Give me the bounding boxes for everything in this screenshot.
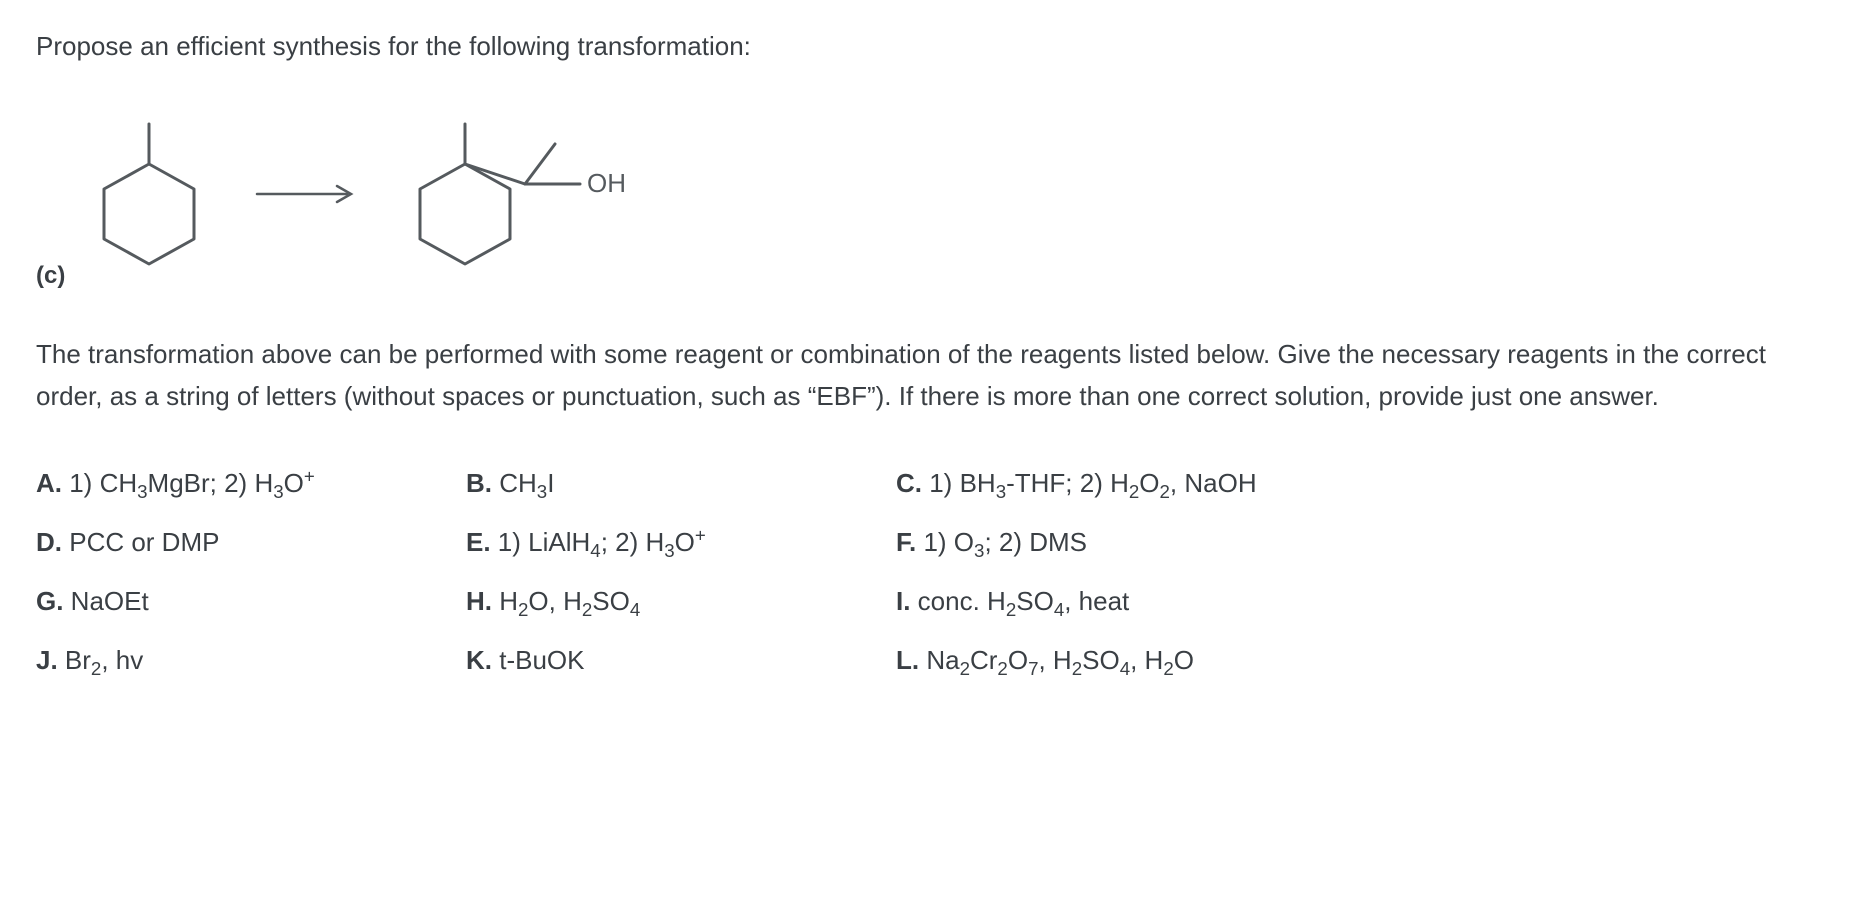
option-j: J. Br2, hv <box>36 645 456 676</box>
option-d: D. PCC or DMP <box>36 527 456 558</box>
option-b: B. CH3I <box>466 468 886 499</box>
option-i: I. conc. H2SO4, heat <box>896 586 1416 617</box>
instructions-text: The transformation above can be performe… <box>36 334 1824 417</box>
question-prompt: Propose an efficient synthesis for the f… <box>36 28 1824 64</box>
option-c: C. 1) BH3-THF; 2) H2O2, NaOH <box>896 468 1416 499</box>
reagent-options-grid: A. 1) CH3MgBr; 2) H3O+ B. CH3I C. 1) BH3… <box>36 468 1824 676</box>
part-label: (c) <box>36 262 65 290</box>
option-k: K. t-BuOK <box>466 645 886 676</box>
option-h: H. H2O, H2SO4 <box>466 586 886 617</box>
option-f: F. 1) O3; 2) DMS <box>896 527 1416 558</box>
reaction-diagram: (c) <box>36 94 1824 294</box>
question-page: Propose an efficient synthesis for the f… <box>0 0 1860 704</box>
option-e: E. 1) LiAlH4; 2) H3O+ <box>466 527 886 558</box>
oh-label: OH <box>587 168 626 198</box>
option-a: A. 1) CH3MgBr; 2) H3O+ <box>36 468 456 499</box>
option-g: G. NaOEt <box>36 586 456 617</box>
option-l: L. Na2Cr2O7, H2SO4, H2O <box>896 645 1416 676</box>
starting-material-structure <box>69 94 229 294</box>
reaction-arrow-icon <box>247 174 367 214</box>
product-structure: OH <box>385 94 665 294</box>
